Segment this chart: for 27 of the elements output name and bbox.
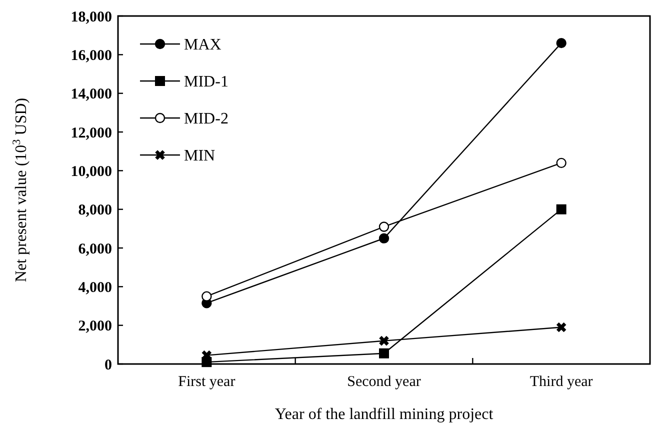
y-tick-label: 8,000 [78,202,112,219]
x-tick-label: First year [178,374,236,390]
y-tick-label: 18,000 [70,9,112,26]
y-tick-label: 12,000 [70,125,112,142]
point [202,291,212,302]
y-tick-label: 0 [104,357,112,374]
legend-label: MID-2 [184,110,228,128]
point [378,233,390,244]
x-tick-label: Second year [347,374,421,390]
y-tick-label: 16,000 [70,48,112,64]
x-axis-title: Year of the landfill mining project [274,406,494,423]
legend-label: MIN [184,148,216,165]
point [556,322,566,332]
y-tick-label: 6,000 [78,241,112,258]
y-tick-label: 14,000 [70,86,112,103]
y-tick-label: 2,000 [78,318,112,335]
point [556,158,566,168]
point [556,38,566,48]
point [379,348,389,358]
point [378,222,390,232]
legend-label: MID-1 [184,74,228,91]
y-tick-label: 10,000 [70,164,112,180]
x-tick-label: Third year [530,374,593,390]
point [379,336,389,346]
y-tick-label: 4,000 [78,280,112,296]
point [556,204,566,214]
legend-label: MAX [184,36,222,54]
